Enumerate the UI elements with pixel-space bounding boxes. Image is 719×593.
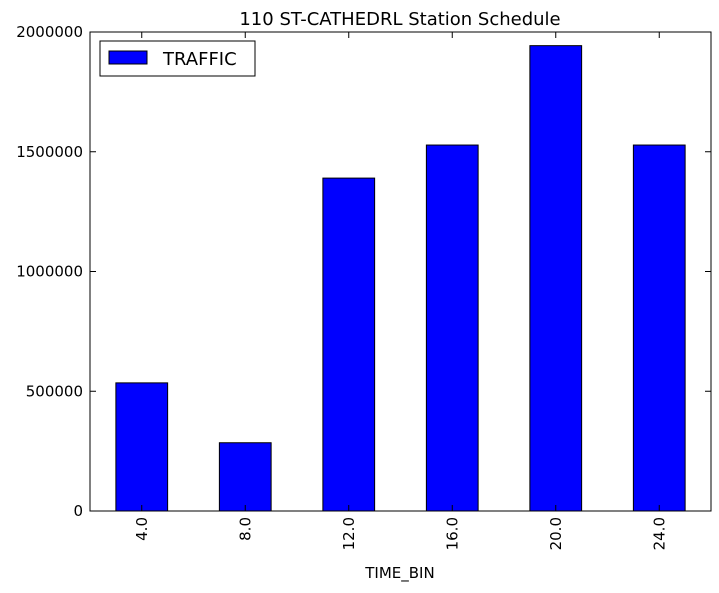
x-tick-label: 8.0 — [236, 517, 254, 541]
legend-label: TRAFFIC — [162, 49, 237, 70]
x-tick-label: 24.0 — [650, 517, 668, 550]
y-tick-label: 1000000 — [16, 263, 83, 281]
x-tick-label: 12.0 — [340, 517, 358, 550]
plot-frame — [89, 31, 712, 512]
chart-title: 110 ST-CATHEDRL Station Schedule — [239, 9, 560, 30]
x-tick-label: 4.0 — [133, 517, 151, 541]
y-tick-label: 2000000 — [16, 23, 83, 41]
bar — [425, 144, 479, 512]
x-tick-label: 16.0 — [443, 517, 461, 550]
x-axis-label: TIME_BIN — [364, 564, 434, 583]
plot-area: 0 500000 1000000 1500000 2000000 4.0 8.0 12.0 16… — [16, 23, 712, 550]
bar — [218, 442, 272, 512]
bar — [322, 177, 376, 512]
y-tick-label: 500000 — [26, 382, 83, 400]
bar — [529, 45, 583, 512]
legend-swatch — [108, 50, 148, 65]
y-tick-label: 0 — [73, 502, 83, 520]
bar — [632, 144, 686, 512]
x-tick-label: 20.0 — [547, 517, 565, 550]
bar — [115, 382, 169, 512]
y-tick-label: 1500000 — [16, 143, 83, 161]
legend: TRAFFIC — [99, 40, 256, 77]
